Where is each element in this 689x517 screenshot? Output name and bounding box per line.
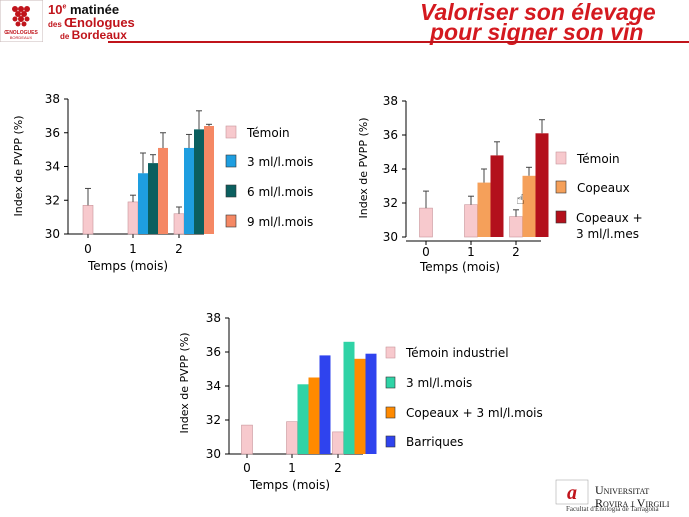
- y-tick-label: 38: [206, 311, 221, 325]
- y-tick-label: 36: [206, 345, 221, 359]
- x-tick-label: 2: [512, 245, 520, 259]
- y-tick-label: 32: [45, 193, 60, 207]
- bar-9-ml-l-mois: [158, 147, 168, 234]
- header-divider: [108, 41, 689, 43]
- x-axis-label: Temps (mois): [87, 259, 168, 273]
- event-line-1: 10e matinée: [48, 2, 120, 17]
- bar-barriques: [365, 353, 377, 454]
- legend-label: 6 ml/l.mois: [247, 185, 313, 199]
- legend-swatch: [225, 154, 237, 168]
- y-axis-label: Index de PVPP (%): [357, 118, 370, 219]
- bar-t-moin: [509, 216, 523, 238]
- legend-label: Copeaux +: [576, 211, 643, 225]
- bar-3-ml-l-mois: [297, 384, 309, 454]
- bar-copeaux: [522, 175, 536, 237]
- legend-label: 3 ml/l.mois: [247, 155, 313, 169]
- y-tick-label: 38: [45, 92, 60, 106]
- x-axis-label: Temps (mois): [249, 478, 330, 492]
- legend-label: 9 ml/l.mois: [247, 215, 313, 229]
- bar-copeaux: [477, 182, 491, 237]
- grape-logo-icon: ŒNOLOGUES BORDEAUX: [0, 0, 43, 42]
- x-axis-label: Temps (mois): [419, 260, 500, 274]
- bar-copeaux-3-ml-l-mes: [535, 133, 549, 237]
- legend-swatch: [385, 346, 396, 359]
- legend-swatch: [225, 184, 237, 198]
- legend-label: 3 ml/l.mes: [576, 227, 639, 241]
- x-tick-label: 1: [129, 242, 137, 256]
- x-tick-label: 1: [288, 461, 296, 475]
- university-line-2: Rovira i Virgili: [595, 496, 670, 510]
- legend-label: Copeaux + 3 ml/l.mois: [406, 406, 543, 420]
- x-tick-label: 1: [467, 245, 475, 259]
- bar-t-moin: [127, 201, 139, 235]
- legend-swatch: [555, 151, 567, 165]
- legend-label: Témoin: [246, 126, 290, 140]
- x-tick-label: 0: [422, 245, 430, 259]
- event-line-2: des Œnologues: [48, 15, 135, 30]
- legend-swatch: [385, 376, 396, 389]
- y-tick-label: 36: [383, 128, 398, 142]
- y-tick-label: 30: [206, 447, 221, 461]
- y-tick-label: 38: [383, 94, 398, 108]
- y-tick-label: 36: [45, 126, 60, 140]
- hand-cursor-icon: ☝: [516, 192, 525, 208]
- legend-label: 3 ml/l.mois: [406, 376, 472, 390]
- bar-3-ml-l-mois: [138, 173, 148, 234]
- bar-t-moin: [419, 207, 433, 238]
- bar-t-moin: [464, 204, 478, 238]
- legend-swatch: [385, 435, 396, 448]
- event-line-3: de Bordeaux: [60, 28, 127, 42]
- x-tick-label: 0: [84, 242, 92, 256]
- y-tick-label: 30: [45, 227, 60, 241]
- oenologues-logo: ŒNOLOGUES BORDEAUX: [0, 0, 43, 42]
- bar-t-moin: [173, 213, 185, 235]
- legend-swatch: [225, 125, 237, 139]
- y-axis-label: Index de PVPP (%): [12, 116, 25, 217]
- bar-6-ml-l-mois: [194, 129, 204, 234]
- bar-3-ml-l-mois: [184, 147, 194, 234]
- y-tick-label: 32: [383, 196, 398, 210]
- x-tick-label: 2: [175, 242, 183, 256]
- faculty-line: Facultat d'Enologia de Tarragona: [566, 505, 659, 513]
- slide-title-line-1: Valoriser son élevage: [420, 0, 656, 25]
- y-tick-label: 32: [206, 413, 221, 427]
- bar-t-moin-industriel: [286, 421, 298, 455]
- bar-copeaux-3-ml-l-mes: [490, 155, 504, 237]
- legend-swatch: [555, 210, 567, 224]
- legend-label: Barriques: [406, 435, 463, 449]
- legend-label: Témoin: [576, 152, 620, 166]
- legend-swatch: [225, 214, 237, 228]
- y-tick-label: 30: [383, 230, 398, 244]
- legend-swatch: [385, 406, 396, 419]
- bar-copeaux-3-ml-l-mois: [308, 377, 320, 454]
- logo-caption-2: BORDEAUX: [10, 35, 33, 40]
- bar-barriques: [319, 355, 331, 454]
- bar-t-moin: [82, 205, 94, 235]
- y-tick-label: 34: [206, 379, 221, 393]
- university-line-1: Universitat: [595, 483, 650, 497]
- bar-copeaux-3-ml-l-mois: [354, 358, 366, 454]
- legend-label: Témoin industriel: [405, 346, 509, 360]
- bar-9-ml-l-mois: [204, 126, 214, 234]
- slide-title-line-2: pour signer son vin: [430, 19, 644, 45]
- legend-label: Copeaux: [577, 181, 630, 195]
- y-tick-label: 34: [45, 160, 60, 174]
- bar-6-ml-l-mois: [148, 163, 158, 234]
- y-axis-label: Index de PVPP (%): [178, 333, 191, 434]
- x-tick-label: 2: [334, 461, 342, 475]
- legend-swatch: [555, 180, 567, 194]
- bar-t-moin-industriel: [241, 424, 253, 455]
- y-tick-label: 34: [383, 162, 398, 176]
- logo-caption-1: ŒNOLOGUES: [4, 30, 38, 36]
- bar-3-ml-l-mois: [343, 341, 355, 454]
- x-tick-label: 0: [243, 461, 251, 475]
- bar-t-moin-industriel: [332, 431, 344, 455]
